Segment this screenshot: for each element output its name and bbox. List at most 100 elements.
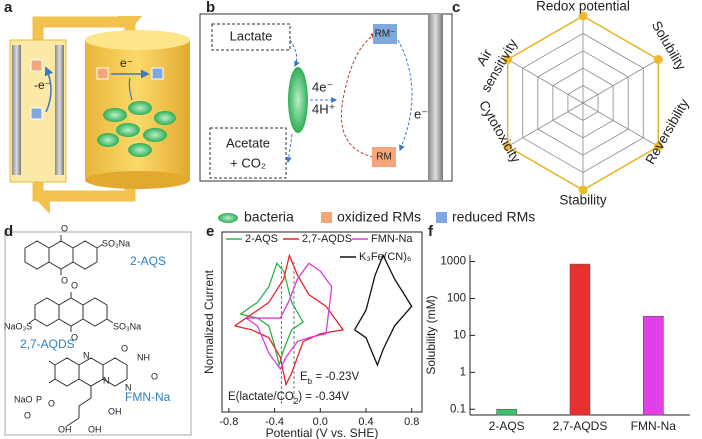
product: Acetate	[226, 135, 270, 150]
atom-label: N	[125, 382, 132, 392]
atom-label: O	[61, 223, 68, 233]
radar-spoke	[582, 102, 659, 147]
panel-a-drawing	[9, 16, 190, 214]
radar-drawing	[503, 11, 663, 195]
y-tick-label: 1	[460, 366, 466, 378]
y-tick-label: 10	[453, 329, 466, 341]
electron-label: -e⁻	[34, 78, 51, 92]
radar-spoke	[507, 59, 584, 104]
panel-d-drawing	[4, 231, 192, 436]
radar-dot	[653, 55, 663, 64]
atom-label: OH	[88, 424, 102, 434]
panel-label: f	[428, 223, 434, 240]
cv-curve	[354, 253, 413, 367]
atom-label: SO₃Na	[113, 321, 141, 331]
atom-label: O	[151, 371, 158, 381]
panel-label: b	[206, 0, 215, 16]
legend-label: FMN-Na	[371, 233, 413, 245]
radar-spoke	[582, 59, 659, 104]
proton-label: 4H⁺	[312, 101, 335, 116]
annotation: E(lactate/CO2) = -0.34V	[228, 391, 349, 406]
electron-label: 4e⁻	[312, 79, 333, 94]
panel-label: d	[4, 223, 13, 240]
atom-label: O	[71, 280, 78, 290]
atom-label: N	[103, 375, 110, 385]
legend-symbols	[218, 212, 447, 223]
y-tick-label: 0.1	[450, 403, 466, 415]
atom-label: NaO	[14, 394, 33, 404]
radar-dot	[653, 142, 663, 151]
panel-b-drawing	[199, 13, 453, 182]
atom-label: O	[24, 410, 31, 420]
x-axis-label: Potential (V vs. SHE)	[266, 426, 379, 439]
radar-dot	[578, 11, 588, 21]
atom-label: O	[71, 332, 78, 342]
radar-axis-label: Cytotoxicity	[476, 98, 524, 165]
atom-label: O	[121, 343, 128, 353]
cv-curve	[234, 253, 345, 387]
atom-label: OH	[58, 424, 72, 434]
substrate: Lactate	[230, 28, 273, 43]
atom-label: O	[61, 275, 68, 285]
y-tick-label: 100	[447, 292, 466, 304]
radar-axis-label: Reversibility	[642, 96, 691, 167]
annotation-part: E	[300, 371, 308, 383]
y-axis-label: Normalized Current	[202, 269, 216, 374]
annotation-part: = -0.23V	[312, 371, 359, 383]
panel-label: e	[206, 223, 214, 240]
legend-label: oxidized RMs	[337, 209, 421, 225]
x-tick-label: 2,7-AQDS	[553, 419, 608, 433]
cv-curve	[239, 262, 305, 368]
x-tick-label: FMN-Na	[631, 419, 677, 433]
atom-label: SO₃Na	[102, 238, 130, 248]
x-tick-label: 0.0	[313, 416, 328, 428]
atom-label: NH	[137, 352, 150, 362]
radar-dot	[503, 142, 513, 151]
legend-label: 2,7-AQDS	[302, 233, 352, 245]
legend-label: 2-AQS	[245, 233, 278, 245]
atom-label: O	[48, 398, 55, 408]
plot-frame	[221, 231, 423, 413]
rm-label: RM⁻	[375, 29, 396, 40]
bar	[496, 408, 517, 416]
x-tick-label: -0.8	[219, 416, 238, 428]
x-tick-label: -0.4	[265, 416, 284, 428]
atom-label: NaO₃S	[4, 321, 32, 331]
annotation-part: E(lactate/CO	[228, 391, 294, 403]
radar-dot	[503, 55, 513, 64]
electron-label: e⁻	[120, 56, 133, 70]
annotation-part: 2	[294, 397, 299, 406]
radar-spoke	[507, 102, 584, 147]
legend-label: K₃Fe(CN)₆	[359, 251, 411, 263]
radar-axis-label: Solubility	[649, 18, 689, 73]
atom-label: OH	[108, 406, 122, 416]
annotation-part: b	[308, 377, 313, 386]
electron-label: e⁻	[414, 106, 428, 121]
bar	[643, 315, 664, 416]
radar-axis-label: Air	[474, 46, 495, 68]
legend-label: bacteria	[244, 209, 294, 225]
x-tick-label: 2-AQS	[489, 419, 525, 433]
x-tick-label: 0.8	[404, 416, 419, 428]
compound-name: 2-AQS	[130, 254, 166, 268]
legend-label: reduced RMs	[452, 209, 535, 225]
atom-label: N	[83, 350, 90, 360]
product: + CO₂	[230, 155, 266, 170]
panel-label: c	[452, 0, 460, 16]
charts: Eb = -0.23V E(lactate/CO2) = -0.34V	[221, 231, 690, 416]
compound-name: FMN-Na	[125, 390, 171, 404]
cv-curve	[245, 262, 333, 371]
radar-dot	[578, 185, 588, 195]
radar-axis-label: Stability	[559, 193, 607, 208]
panel-label: a	[4, 0, 13, 16]
rm-label: RM	[376, 152, 392, 163]
radar-axis-label: Redox potential	[536, 0, 630, 14]
y-tick-label: 1000	[440, 256, 466, 268]
annotation: Eb = -0.23V	[300, 371, 359, 386]
y-axis-label: Solubility (mM)	[424, 295, 438, 374]
compound-name: 2,7-AQDS	[20, 337, 75, 351]
bar	[569, 263, 591, 416]
annotation-part: ) = -0.34V	[298, 391, 349, 403]
